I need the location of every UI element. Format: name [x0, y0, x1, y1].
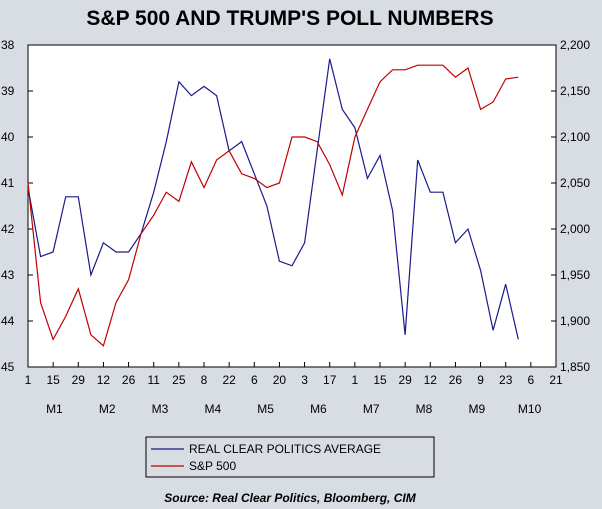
x-tick-label: 29: [72, 373, 86, 387]
x-tick-label: 9: [477, 373, 484, 387]
x-tick-label: 22: [222, 373, 236, 387]
series-group: [27, 58, 519, 347]
legend-label-sp500: S&P 500: [189, 459, 236, 473]
x-tick-label: 1: [25, 373, 32, 387]
chart-source: Source: Real Clear Politics, Bloomberg, …: [164, 491, 416, 505]
left-tick-label: 40: [1, 130, 15, 144]
left-tick-label: 39: [1, 84, 15, 98]
x-tick-label: 8: [201, 373, 208, 387]
left-tick-label: 44: [1, 314, 15, 328]
right-tick-label: 2,000: [560, 222, 590, 236]
x-tick-label: 26: [122, 373, 136, 387]
x-month-label: M9: [468, 402, 485, 416]
x-tick-label: 25: [172, 373, 186, 387]
x-month-label: M2: [99, 402, 116, 416]
x-tick-label: 21: [549, 373, 563, 387]
legend-box: [145, 436, 435, 478]
series-line-sp500: [27, 64, 519, 347]
left-tick-label: 41: [1, 176, 15, 190]
x-tick-label: 12: [424, 373, 438, 387]
x-tick-label: 3: [301, 373, 308, 387]
x-tick-label: 15: [373, 373, 387, 387]
right-tick-label: 2,100: [560, 130, 590, 144]
right-tick-label: 1,850: [560, 360, 590, 374]
x-month-label: M4: [204, 402, 221, 416]
x-tick-label: 6: [528, 373, 535, 387]
left-tick-label: 45: [1, 360, 15, 374]
left-tick-label: 42: [1, 222, 15, 236]
right-tick-label: 1,950: [560, 268, 590, 282]
x-tick-label: 17: [323, 373, 337, 387]
x-tick-label: 6: [251, 373, 258, 387]
right-axis: 2,200 2,150 2,100 2,050 2,000 1,950 1,900 1,850: [551, 38, 590, 374]
x-month-label: M7: [363, 402, 380, 416]
plot-area: [27, 44, 557, 368]
right-tick-label: 1,900: [560, 314, 590, 328]
x-month-label: M5: [257, 402, 274, 416]
x-month-label: M8: [416, 402, 433, 416]
x-tick-label: 1: [352, 373, 359, 387]
left-axis: 38 39 40 41 42 43 44 45: [1, 38, 33, 374]
x-tick-label: 15: [46, 373, 60, 387]
x-month-label: M3: [152, 402, 169, 416]
x-month-label: M6: [310, 402, 327, 416]
right-tick-label: 2,150: [560, 84, 590, 98]
right-tick-label: 2,050: [560, 176, 590, 190]
left-tick-label: 43: [1, 268, 15, 282]
left-tick-label: 38: [1, 38, 15, 52]
x-tick-label: 12: [97, 373, 111, 387]
x-tick-label: 11: [147, 373, 160, 387]
x-tick-label: 20: [273, 373, 287, 387]
x-month-label: M1: [46, 402, 63, 416]
x-tick-label: 23: [499, 373, 513, 387]
x-month-label: M10: [518, 402, 542, 416]
x-tick-label: 29: [398, 373, 412, 387]
series-line-rcp: [27, 58, 519, 340]
x-tick-label: 26: [449, 373, 463, 387]
right-tick-label: 2,200: [560, 38, 590, 52]
x-axis: 1 15 29 12 26 11 25 8 22 6 20 3 17 1 15 29 12 26 9 23 6 21 M1 M…: [25, 362, 563, 416]
chart-title: S&P 500 AND TRUMP'S POLL NUMBERS: [86, 7, 493, 30]
legend-label-rcp: REAL CLEAR POLITICS AVERAGE: [189, 442, 381, 456]
